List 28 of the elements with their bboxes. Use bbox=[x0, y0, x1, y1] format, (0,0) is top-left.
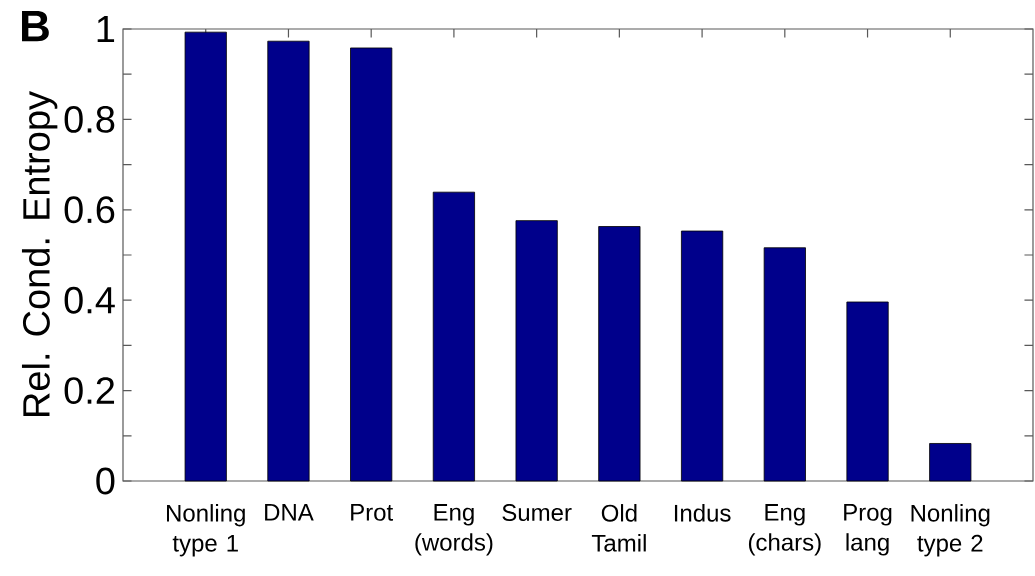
y-tick-label: 0.2 bbox=[64, 377, 115, 405]
bar bbox=[267, 40, 310, 482]
x-tick-label: Eng (words) bbox=[415, 504, 493, 556]
bar bbox=[184, 31, 227, 482]
x-tick-label: Old Tamil bbox=[591, 504, 646, 552]
x-tick-label: Eng (chars) bbox=[748, 504, 821, 556]
y-tick-label: 0 bbox=[96, 467, 115, 495]
x-tick-label: Nonling type 2 bbox=[911, 504, 990, 557]
bar bbox=[929, 443, 972, 482]
bar bbox=[515, 220, 558, 482]
x-tick-label: Prot bbox=[351, 504, 394, 521]
x-tick-label: DNA bbox=[265, 504, 314, 521]
y-tick-label: 0.4 bbox=[64, 286, 115, 314]
y-tick-label: 0.6 bbox=[64, 196, 115, 224]
x-tick-label: Nonling type 1 bbox=[167, 504, 245, 557]
text: B bbox=[22, 11, 49, 42]
bar bbox=[846, 301, 889, 482]
bar bbox=[763, 247, 806, 482]
bar bbox=[350, 47, 393, 482]
x-tick-label: Sumer bbox=[502, 504, 572, 522]
x-tick-label: Indus bbox=[674, 504, 731, 522]
bar bbox=[681, 230, 724, 482]
y-axis-title: Rel. Cond. Entropy bbox=[21, 91, 58, 416]
y-tick-label: 0.8 bbox=[64, 105, 115, 133]
y-tick-label: 1 bbox=[97, 15, 115, 43]
bar bbox=[432, 191, 475, 482]
x-tick-label: Prog lang bbox=[844, 504, 892, 556]
bar bbox=[598, 226, 641, 482]
